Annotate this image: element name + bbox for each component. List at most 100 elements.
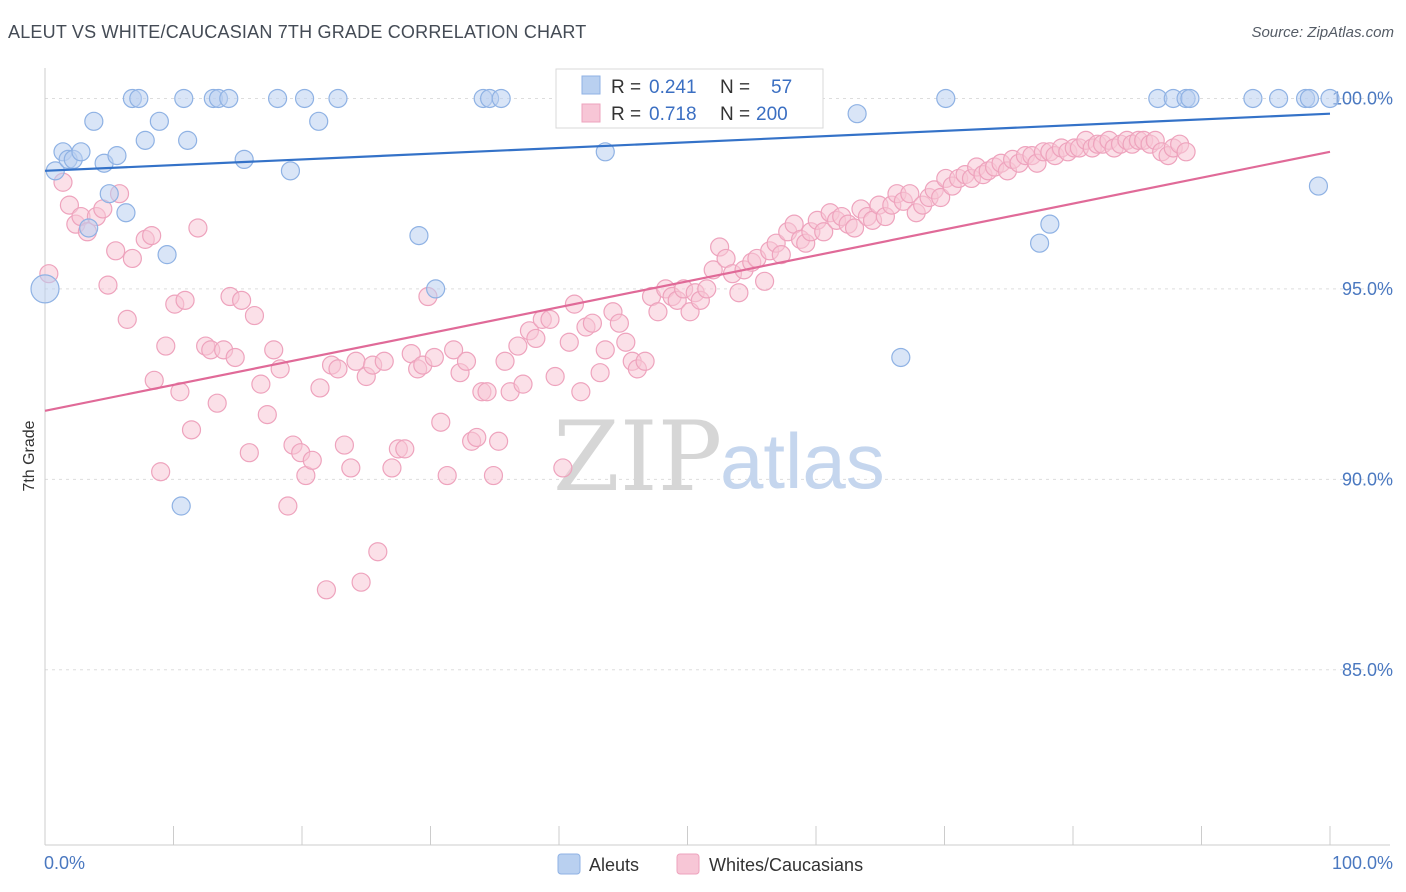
point-white-9 [106,241,126,261]
stats-legend-swatch-white [581,103,601,123]
stats-n-label-aleut: N = [720,77,750,98]
bottom-legend: Aleuts Whites/Caucasians [557,853,863,875]
point-white-74 [508,336,528,356]
point-white-22 [188,218,208,238]
point-white-123 [814,222,834,242]
point-aleut-51 [1243,88,1263,109]
point-aleut-9 [99,184,119,204]
point-white-16 [151,462,171,482]
point-aleut-19 [178,130,198,150]
point-aleut-26 [294,88,315,109]
legend-label-aleuts: Aleuts [589,855,639,875]
point-white-11 [117,309,137,329]
point-white-25 [207,393,227,413]
points-layer [30,88,1340,600]
point-aleut-46 [1040,214,1060,234]
point-aleut-17 [171,496,191,516]
point-aleut-25 [280,161,301,181]
point-aleut-14 [135,130,155,150]
legend-swatch-aleuts [557,853,581,875]
point-white-60 [424,347,444,368]
point-white-142 [931,187,951,208]
point-white-65 [456,351,477,371]
point-aleut-43 [891,347,911,368]
point-white-32 [251,374,271,394]
point-aleut-52 [1268,88,1289,109]
point-white-109 [729,283,749,303]
point-aleut-42 [847,104,867,124]
point-white-20 [175,290,195,310]
point-aleut-13 [129,88,149,109]
point-white-183 [1176,142,1196,162]
stats-n-value-white: 200 [756,104,788,125]
point-white-71 [489,431,509,451]
point-white-80 [545,366,565,387]
point-white-77 [526,328,546,349]
point-aleut-6 [79,218,99,238]
point-white-44 [328,359,348,379]
stats-legend-swatch-aleut [581,75,601,95]
legend-swatch-whites [676,853,700,875]
point-white-29 [232,290,252,310]
point-white-46 [341,458,361,478]
point-white-96 [648,302,668,322]
stats-r-value-white: 0.718 [649,104,697,125]
point-aleut-10 [107,146,127,166]
point-white-86 [582,313,603,333]
stats-n-value-aleut: 57 [771,77,792,98]
point-white-63 [444,340,464,360]
point-white-79 [540,309,560,329]
point-white-70 [483,465,504,486]
point-aleut-28 [328,88,348,109]
point-white-137 [900,184,920,204]
legend-label-whites: Whites/Caucasians [709,855,863,875]
point-white-81 [553,458,573,478]
point-aleut-34 [595,142,615,162]
point-white-82 [559,332,579,352]
point-white-90 [609,313,629,333]
y-tick-label-2: 95.0% [1342,279,1393,299]
point-white-33 [257,405,277,425]
point-aleut-30 [426,279,446,299]
point-white-91 [616,332,636,352]
point-aleut-15 [149,111,169,131]
point-aleut-56 [1320,88,1340,109]
point-white-75 [513,374,533,394]
point-white-47 [346,351,366,371]
point-aleut-44 [936,88,956,109]
point-aleut-45 [1029,233,1050,253]
point-white-40 [302,450,322,470]
y-tick-label-1: 90.0% [1342,469,1393,489]
point-aleut-5 [71,142,91,162]
y-tick-label-0: 85.0% [1342,660,1393,680]
point-white-8 [98,275,118,295]
point-white-41 [310,378,330,398]
point-aleut-11 [116,203,136,223]
point-white-17 [156,336,176,356]
point-white-51 [368,542,388,562]
point-white-55 [395,439,415,459]
point-white-31 [244,305,265,326]
y-tick-labels: 85.0% 90.0% 95.0% 100.0% [1332,88,1393,679]
point-white-30 [239,443,259,463]
source-label: Source: ZipAtlas.com [1251,24,1394,41]
point-white-42 [316,580,337,600]
point-white-87 [590,363,610,383]
point-white-61 [431,412,451,432]
x-tick-label-min: 0.0% [44,853,85,873]
x-tick-marks [44,826,1331,845]
point-white-28 [225,347,245,368]
x-tick-label-max: 100.0% [1332,853,1393,873]
point-aleut-7 [84,111,104,131]
trend-layer [44,112,1331,412]
point-white-69 [477,382,497,402]
y-tick-label-3: 100.0% [1332,88,1393,108]
point-white-113 [754,271,775,291]
point-white-104 [697,279,717,299]
point-aleut-0 [30,274,60,304]
point-white-53 [382,458,402,478]
point-white-21 [181,420,202,440]
stats-r-value-aleut: 0.241 [649,77,697,98]
point-aleut-18 [174,88,194,109]
